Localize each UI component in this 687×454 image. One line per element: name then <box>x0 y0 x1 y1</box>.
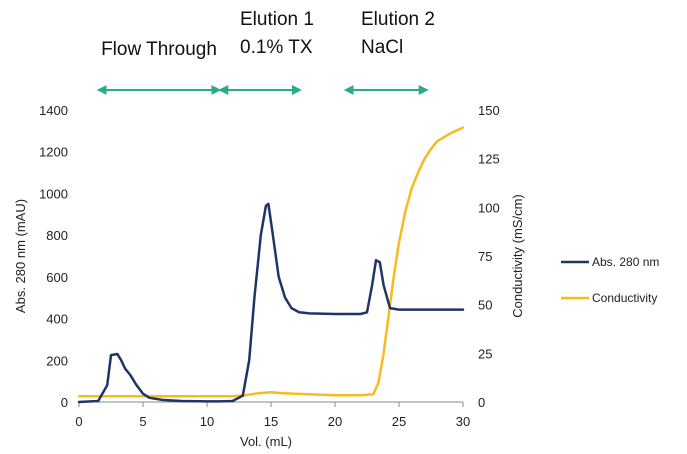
region-label: Flow Through <box>101 39 217 60</box>
x-axis-title: Vol. (mL) <box>240 434 292 449</box>
y-axis-title: Abs. 280 nm (mAU) <box>13 199 28 313</box>
y-tick-label: 200 <box>46 353 68 368</box>
y2-axis-title: Conductivity (mS/cm) <box>510 194 525 318</box>
y2-tick-label: 25 <box>478 346 492 361</box>
legend-abs-label: Abs. 280 nm <box>592 255 659 269</box>
x-tick-label: 10 <box>200 414 214 429</box>
y-tick-label: 0 <box>61 395 68 410</box>
y2-tick-label: 50 <box>478 298 492 313</box>
x-tick-label: 0 <box>75 414 82 429</box>
region-label: 0.1% TX <box>240 37 313 58</box>
legend: Abs. 280 nm Conductivity <box>561 255 659 305</box>
legend-conductivity-label: Conductivity <box>592 291 657 305</box>
series-lines <box>77 126 465 404</box>
x-tick-label: 15 <box>264 414 278 429</box>
x-tick-label: 20 <box>328 414 342 429</box>
region-annotations: Flow Through Elution 1 0.1% TX Elution 2 NaC… <box>96 9 435 95</box>
conductivity-line <box>77 126 465 398</box>
y-tick-label: 1000 <box>39 186 68 201</box>
y2-tick-label: 0 <box>478 395 485 410</box>
x-tick-label: 5 <box>139 414 146 429</box>
y2-tick-label: 75 <box>478 249 492 264</box>
region-label: NaCl <box>361 37 403 58</box>
region-label: Elution 2 <box>361 9 435 30</box>
axes: 0 5 10 15 20 25 30 0 200 400 600 800 1000 1200 1400 0 25… <box>13 103 525 449</box>
y2-tick-label: 125 <box>478 152 500 167</box>
y-tick-label: 1400 <box>39 103 68 118</box>
y-tick-label: 800 <box>46 228 68 243</box>
y-tick-label: 1200 <box>39 145 68 160</box>
abs-280-line <box>77 202 465 404</box>
y2-tick-label: 150 <box>478 103 500 118</box>
x-tick-label: 25 <box>392 414 406 429</box>
y-tick-label: 600 <box>46 270 68 285</box>
region-label: Elution 1 <box>240 9 314 30</box>
y-tick-label: 400 <box>46 312 68 327</box>
x-tick-label: 30 <box>456 414 470 429</box>
y2-tick-label: 100 <box>478 200 500 215</box>
